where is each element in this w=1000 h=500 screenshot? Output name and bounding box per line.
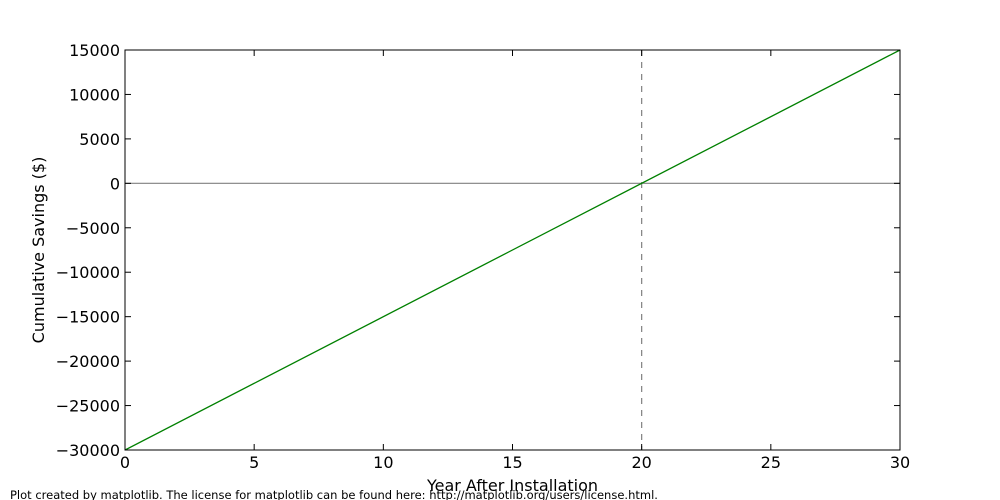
y-tick-label: −30000 xyxy=(56,441,120,460)
x-tick-label: 20 xyxy=(631,453,651,472)
y-tick-label: −15000 xyxy=(56,308,120,327)
y-tick-label: 10000 xyxy=(69,85,120,104)
y-tick-label: −25000 xyxy=(56,397,120,416)
y-axis-ticks: −30000 −25000 −20000 −15000 −10000 −5000 0 5000… xyxy=(56,41,900,460)
x-tick-label: 5 xyxy=(249,453,259,472)
y-tick-label: 15000 xyxy=(69,41,120,60)
x-tick-label: 0 xyxy=(120,453,130,472)
y-tick-label: 0 xyxy=(110,174,120,193)
y-tick-label: −10000 xyxy=(56,263,120,282)
y-tick-label: −20000 xyxy=(56,352,120,371)
x-axis-title: Year After Installation xyxy=(426,476,598,495)
x-tick-label: 15 xyxy=(502,453,522,472)
series-layer xyxy=(124,49,901,451)
x-tick-label: 10 xyxy=(373,453,393,472)
savings-series-line xyxy=(124,49,901,451)
footnote: Plot created by matplotlib. The license … xyxy=(10,488,658,500)
x-tick-label: 30 xyxy=(890,453,910,472)
reference-lines xyxy=(125,50,900,450)
x-tick-label: 25 xyxy=(761,453,781,472)
y-tick-label: 5000 xyxy=(79,130,120,149)
x-axis-ticks: 0 5 10 15 20 25 30 xyxy=(120,50,910,472)
y-tick-label: −5000 xyxy=(66,219,120,238)
y-axis-title: Cumulative Savings ($) xyxy=(29,157,48,344)
